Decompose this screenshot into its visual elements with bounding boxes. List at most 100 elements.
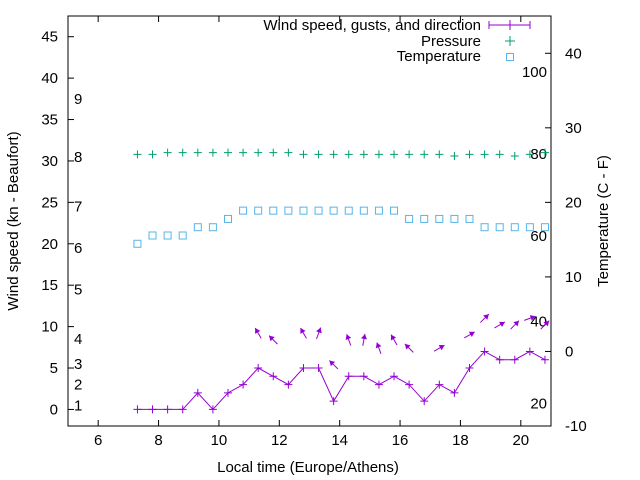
pressure-point — [223, 148, 232, 157]
pressure-point — [208, 148, 217, 157]
y-tick-label: 40 — [41, 70, 58, 87]
legend-entry-pressure: Pressure — [421, 33, 481, 50]
wind-arrow — [390, 334, 398, 346]
temperature-point — [435, 214, 444, 223]
x-tick-label: 14 — [331, 432, 348, 449]
wind-speed-point — [329, 397, 338, 406]
temperature-point — [374, 206, 383, 215]
y2-tick-label: 30 — [565, 120, 582, 137]
wind-arrow-head — [316, 327, 322, 334]
y-tick-label: 5 — [50, 360, 58, 377]
wind-arrow — [254, 327, 262, 339]
wind-speed-point — [284, 380, 293, 389]
wind-speed-point — [344, 372, 353, 381]
pressure-point — [193, 148, 202, 157]
temperature-point — [148, 231, 157, 240]
legend-swatch-wind — [488, 20, 531, 30]
fahrenheit-label: 80 — [530, 146, 547, 163]
y-tick-label: 10 — [41, 319, 58, 336]
pressure-point — [148, 150, 157, 159]
pressure-point — [178, 148, 187, 157]
pressure-point — [344, 150, 353, 159]
axis-ticks — [68, 16, 551, 427]
wind-arrow — [345, 334, 352, 346]
beaufort-label: 5 — [74, 281, 82, 298]
x-tick-label: 20 — [512, 432, 529, 449]
wind-arrow — [329, 360, 339, 370]
x-tick-label: 10 — [211, 432, 228, 449]
wind-arrow — [510, 320, 520, 330]
x-tick-label: 16 — [392, 432, 409, 449]
beaufort-label: 6 — [74, 240, 82, 257]
temperature-point — [465, 214, 474, 223]
temperature-point — [299, 206, 308, 215]
x-tick-label: 18 — [452, 432, 469, 449]
wind-arrow — [524, 315, 536, 321]
y-tick-label: 45 — [41, 29, 58, 46]
wind-speed-series — [133, 347, 549, 414]
pressure-point — [450, 151, 459, 160]
legend-entry-wind: Wind speed, gusts, and direction — [263, 17, 481, 34]
fahrenheit-label: 20 — [530, 396, 547, 413]
legend-swatch-temperature — [506, 53, 514, 61]
temperature-point — [178, 231, 187, 240]
y2-tick-label: -10 — [565, 418, 587, 435]
pressure-point — [420, 150, 429, 159]
temperature-series — [133, 206, 549, 248]
wind-speed-point — [239, 380, 248, 389]
wind-speed-point — [510, 355, 519, 364]
wind-speed-point — [525, 347, 534, 356]
temperature-point — [208, 223, 217, 232]
pressure-point — [510, 151, 519, 160]
wind-speed-point — [208, 405, 217, 414]
temperature-point — [284, 206, 293, 215]
pressure-point — [163, 148, 172, 157]
temperature-point — [450, 214, 459, 223]
y-tick-labels: 0 5 10 15 20 25 30 35 40 45 — [41, 29, 58, 419]
pressure-point — [239, 148, 248, 157]
wind-arrow-head — [529, 315, 536, 321]
temperature-point — [223, 214, 232, 223]
wind-speed-point — [299, 364, 308, 373]
y2-tick-label: 10 — [565, 269, 582, 286]
wind-arrow — [479, 313, 490, 323]
y-tick-label: 35 — [41, 112, 58, 129]
x-tick-label: 8 — [154, 432, 162, 449]
pressure-point — [284, 148, 293, 157]
wind-arrow-head — [255, 328, 261, 334]
wind-speed-point — [163, 405, 172, 414]
pressure-point — [465, 150, 474, 159]
legend: Wind speed, gusts, and direction Pressur… — [263, 17, 531, 65]
temperature-point — [495, 223, 504, 232]
temperature-point — [254, 206, 263, 215]
pressure-point — [314, 150, 323, 159]
y2-tick-label: 40 — [565, 45, 582, 62]
wind-arrow-head — [345, 334, 352, 340]
pressure-point — [133, 150, 142, 159]
temperature-point — [133, 239, 142, 248]
temperature-point — [329, 206, 338, 215]
plot-area — [67, 15, 552, 427]
y-tick-label: 0 — [50, 401, 58, 418]
x-tick-label: 6 — [94, 432, 102, 449]
y2-axis-label: Temperature (C - F) — [595, 155, 612, 287]
y2-tick-labels: -10 0 10 20 30 40 — [565, 45, 587, 435]
wind-speed-point — [148, 405, 157, 414]
wind-speed-point — [254, 364, 263, 373]
y-tick-label: 30 — [41, 153, 58, 170]
beaufort-label: 4 — [74, 331, 82, 348]
temperature-point — [540, 223, 549, 232]
wind-arrow-head — [543, 320, 550, 327]
x-tick-label: 12 — [271, 432, 288, 449]
beaufort-label: 2 — [74, 377, 82, 394]
beaufort-label: 7 — [74, 199, 82, 216]
wind-arrow — [268, 335, 278, 345]
temperature-point — [269, 206, 278, 215]
temperature-point — [420, 214, 429, 223]
x-axis-label: Local time (Europe/Athens) — [217, 459, 399, 476]
wind-speed-point — [374, 380, 383, 389]
y-tick-label: 20 — [41, 236, 58, 253]
y-axis-label: Wind speed (kn - Beaufort) — [5, 131, 22, 310]
beaufort-label: 3 — [74, 356, 82, 373]
